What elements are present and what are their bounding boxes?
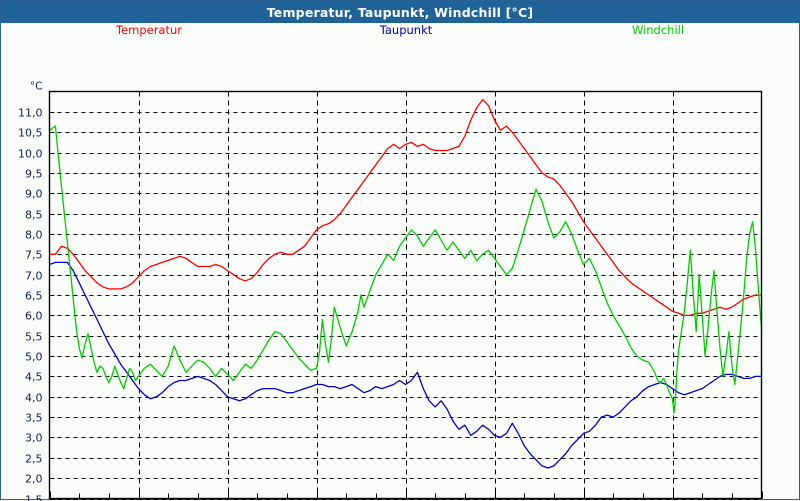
legend-item-temperatur: Temperatur — [116, 23, 182, 37]
y-axis-tick-label: 8,5 — [25, 209, 43, 222]
series-line-windchill — [50, 126, 762, 413]
data-series-group — [50, 100, 762, 468]
axis-ticks — [51, 492, 763, 499]
horizontal-gridlines — [50, 113, 762, 500]
y-axis-tick-label: 8,0 — [25, 229, 43, 242]
y-axis-tick-label: 10,5 — [18, 127, 43, 140]
y-axis-tick-label: 11,0 — [18, 107, 43, 120]
y-axis-tick-label: 9,5 — [25, 168, 43, 181]
y-axis-tick-label: 10,0 — [18, 148, 43, 161]
y-axis-tick-label: 2,0 — [25, 473, 43, 486]
y-axis-tick-label: 4,5 — [25, 371, 43, 384]
y-axis-unit-label: °C — [30, 81, 43, 93]
y-axis-tick-label: 9,0 — [25, 188, 43, 201]
y-axis-labels: 11,0 10,5 10,0 9,5 9,0 8,5 8,0 7,5 7,0 6,5 6,0 5,5 5… — [18, 81, 43, 501]
weather-line-chart: 11,0 10,5 10,0 9,5 9,0 8,5 8,0 7,5 7,0 6,5 6,0 5,5 5… — [1, 43, 800, 501]
y-axis-tick-label: 4,0 — [25, 392, 43, 405]
y-axis-tick-label: 6,5 — [25, 290, 43, 303]
chart-legend: Temperatur Taupunkt Windchill — [1, 23, 799, 43]
window-title: Temperatur, Taupunkt, Windchill [°C] — [267, 5, 534, 20]
y-axis-tick-label: 3,5 — [25, 412, 43, 425]
window-titlebar: Temperatur, Taupunkt, Windchill [°C] — [1, 1, 799, 23]
y-axis-tick-label: 6,0 — [25, 310, 43, 323]
y-axis-tick-label: 2,5 — [25, 453, 43, 466]
legend-item-taupunkt: Taupunkt — [380, 23, 433, 37]
legend-item-windchill: Windchill — [632, 23, 684, 37]
y-axis-tick-label: 7,0 — [25, 270, 43, 283]
y-axis-tick-label: 7,5 — [25, 249, 43, 262]
y-axis-tick-label: 5,5 — [25, 331, 43, 344]
y-axis-tick-label: 5,0 — [25, 351, 43, 364]
series-line-temperatur — [50, 100, 762, 316]
plot-area-wrapper: 11,0 10,5 10,0 9,5 9,0 8,5 8,0 7,5 7,0 6,5 6,0 5,5 5… — [1, 43, 800, 501]
y-axis-tick-label: 3,0 — [25, 432, 43, 445]
